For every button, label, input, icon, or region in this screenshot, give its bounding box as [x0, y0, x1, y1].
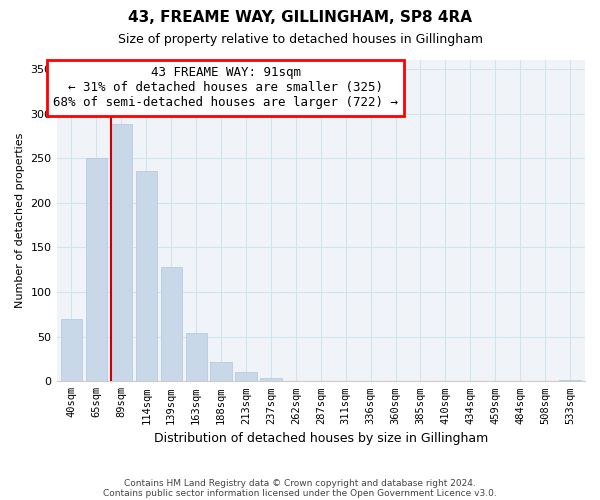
Y-axis label: Number of detached properties: Number of detached properties: [15, 133, 25, 308]
Bar: [161, 267, 182, 382]
Text: Contains HM Land Registry data © Crown copyright and database right 2024.: Contains HM Land Registry data © Crown c…: [124, 478, 476, 488]
Bar: [235, 372, 257, 382]
Bar: [559, 380, 581, 382]
X-axis label: Distribution of detached houses by size in Gillingham: Distribution of detached houses by size …: [154, 432, 488, 445]
Bar: [61, 319, 82, 382]
Bar: [260, 378, 281, 382]
Bar: [211, 362, 232, 382]
Text: 43, FREAME WAY, GILLINGHAM, SP8 4RA: 43, FREAME WAY, GILLINGHAM, SP8 4RA: [128, 10, 472, 25]
Text: Size of property relative to detached houses in Gillingham: Size of property relative to detached ho…: [118, 32, 482, 46]
Bar: [86, 158, 107, 382]
Bar: [111, 124, 132, 382]
Text: 43 FREAME WAY: 91sqm
← 31% of detached houses are smaller (325)
68% of semi-deta: 43 FREAME WAY: 91sqm ← 31% of detached h…: [53, 66, 398, 110]
Text: Contains public sector information licensed under the Open Government Licence v3: Contains public sector information licen…: [103, 488, 497, 498]
Bar: [136, 170, 157, 382]
Bar: [185, 333, 207, 382]
